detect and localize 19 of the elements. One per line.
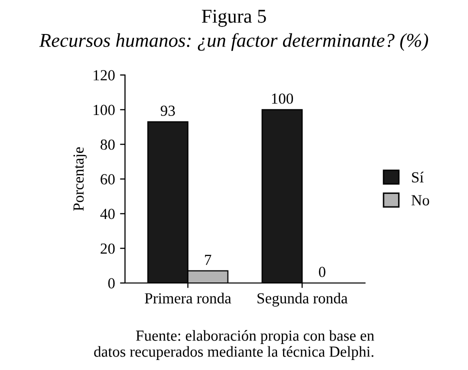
x-tick-label: Segunda ronda — [258, 292, 348, 307]
y-tick-label: 20 — [100, 243, 115, 254]
y-tick-label: 60 — [100, 174, 115, 184]
y-tick-label: 0 — [108, 278, 115, 288]
legend-label: No — [411, 195, 430, 206]
x-tick-label: Primera ronda — [144, 292, 232, 304]
y-tick-label: 40 — [100, 208, 115, 220]
data-label: 7 — [205, 254, 212, 265]
y-tick-label: 100 — [94, 104, 115, 116]
source-note: Fuente: elaboración propia con base en datos recuperados mediante la técnica Delphi. — [94, 330, 374, 360]
data-label: 93 — [160, 106, 175, 116]
legend-label: Sí — [412, 172, 424, 182]
chart-title: Figura 5 — [202, 10, 266, 27]
data-label: 100 — [272, 93, 294, 104]
chart-subtitle: Recursos humanos: ¿un factor determinante? (%) — [39, 33, 428, 51]
y-tick-label: 120 — [94, 70, 115, 80]
y-tick-label: 80 — [100, 139, 115, 150]
y-axis-title: Porcentaje — [73, 147, 87, 211]
data-label: 0 — [318, 266, 326, 278]
